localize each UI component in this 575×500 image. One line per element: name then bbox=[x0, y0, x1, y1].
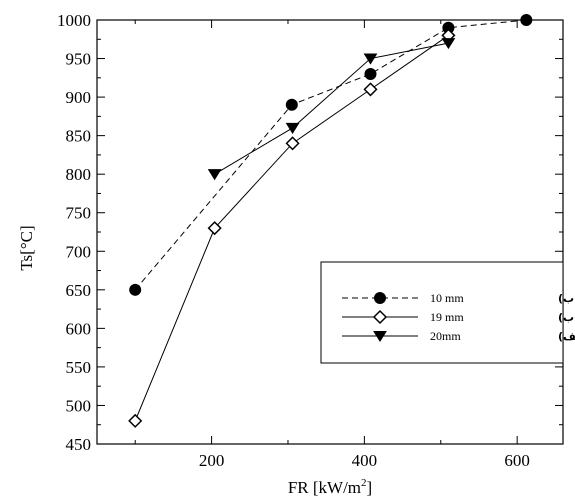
legend-label-ar: محیط(الف) bbox=[558, 330, 575, 343]
x-axis-label-superscript: 2 bbox=[361, 477, 367, 489]
legend-label-ar: محیط(ب) bbox=[558, 311, 575, 324]
plot-border bbox=[96, 19, 564, 445]
data-point bbox=[363, 53, 378, 65]
series-line bbox=[134, 19, 527, 291]
data-point bbox=[285, 136, 300, 151]
x-axis-label: FR [kW/m2] bbox=[288, 477, 372, 497]
y-tick-label: 700 bbox=[66, 242, 92, 261]
legend-marker bbox=[373, 331, 387, 343]
data-point bbox=[285, 98, 298, 111]
x-tick-label: 400 bbox=[352, 451, 378, 470]
y-tick-label: 750 bbox=[66, 204, 92, 223]
data-point bbox=[285, 122, 300, 134]
plot-frame bbox=[96, 19, 564, 445]
y-tick-label: 550 bbox=[66, 358, 92, 377]
legend: 10 mm محیط(ب) 19 mm محیط(ب) 20mm محیط(الف) bbox=[320, 261, 575, 364]
y-tick-label: 650 bbox=[66, 281, 92, 300]
y-axis: 450 500 550 600 650 700 750 800 850 900 950 1000 bbox=[57, 11, 563, 454]
y-tick-label: 450 bbox=[66, 435, 92, 454]
series-layer bbox=[128, 14, 533, 428]
x-axis: 200 400 600 bbox=[134, 20, 530, 470]
data-point bbox=[207, 221, 222, 236]
y-tick-label: 900 bbox=[66, 88, 92, 107]
series-2 bbox=[207, 38, 456, 181]
data-point bbox=[128, 413, 143, 428]
legend-marker bbox=[372, 309, 388, 325]
data-point bbox=[129, 283, 142, 296]
legend-label: 10 mm bbox=[430, 291, 464, 305]
y-tick-label: 800 bbox=[66, 165, 92, 184]
series-1 bbox=[128, 28, 456, 428]
data-point bbox=[441, 38, 456, 50]
x-axis-label-end: ] bbox=[367, 478, 373, 497]
legend-label: 20mm bbox=[430, 329, 461, 343]
data-point bbox=[520, 14, 533, 26]
y-axis-label: Ts[°C] bbox=[17, 225, 36, 270]
legend-label: 19 mm bbox=[430, 310, 464, 324]
x-tick-label: 600 bbox=[504, 451, 530, 470]
data-point bbox=[207, 169, 222, 181]
x-axis-label-main: FR [kW/m bbox=[288, 478, 361, 497]
data-point bbox=[363, 82, 378, 97]
series-0 bbox=[129, 14, 533, 296]
legend-marker bbox=[374, 292, 386, 304]
y-tick-label: 500 bbox=[66, 396, 92, 415]
x-tick-label: 200 bbox=[199, 451, 225, 470]
data-point bbox=[364, 67, 377, 80]
legend-box bbox=[320, 261, 564, 364]
y-tick-label: 850 bbox=[66, 127, 92, 146]
y-tick-label: 600 bbox=[66, 319, 92, 338]
series-line bbox=[214, 42, 449, 175]
y-tick-label: 1000 bbox=[57, 11, 91, 30]
y-tick-label: 950 bbox=[66, 50, 92, 69]
legend-label-ar: محیط(ب) bbox=[558, 292, 575, 305]
